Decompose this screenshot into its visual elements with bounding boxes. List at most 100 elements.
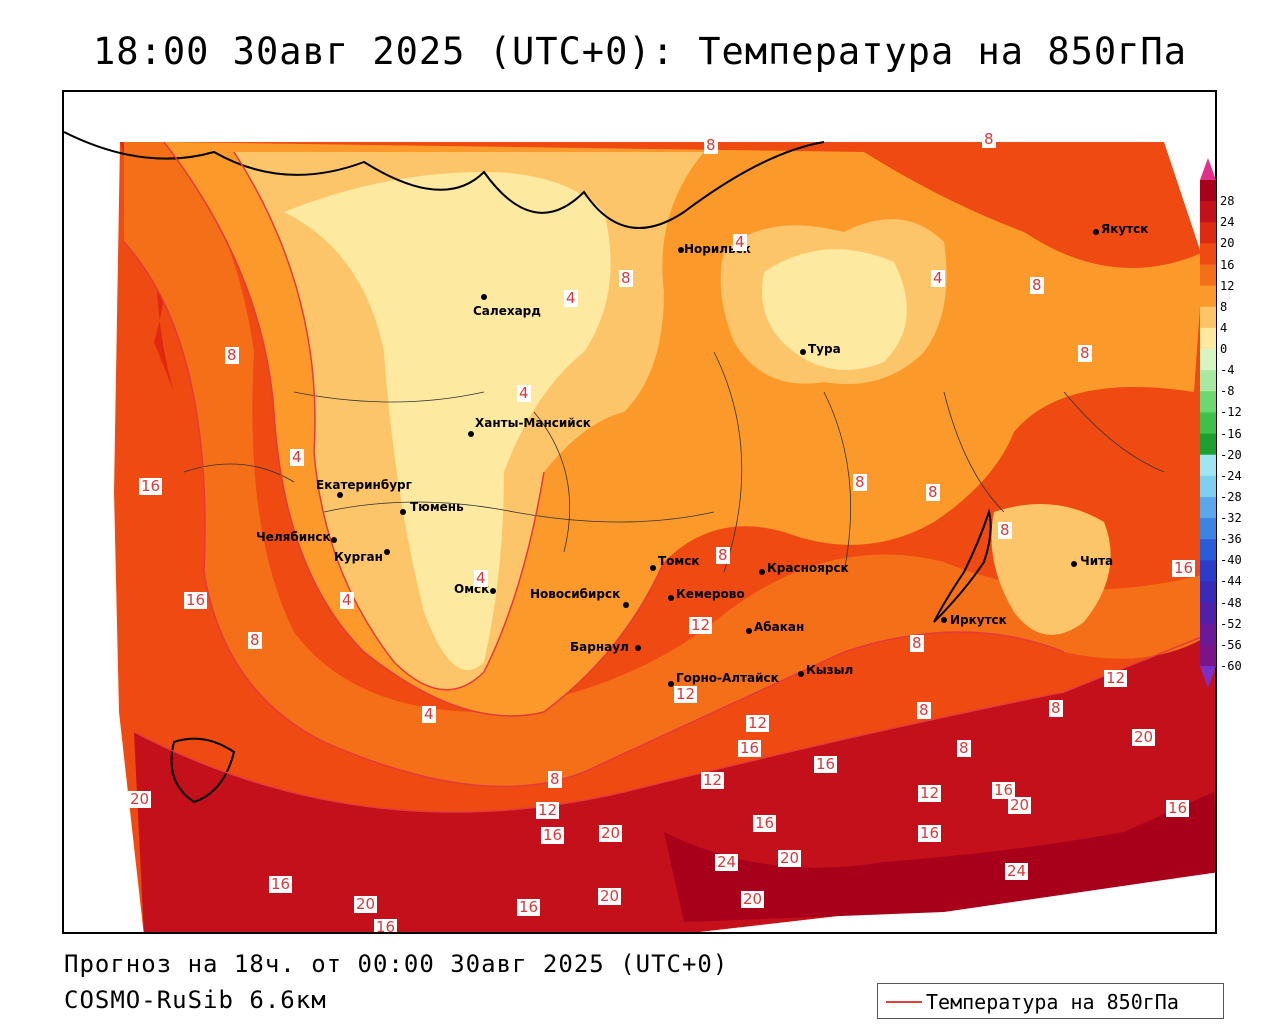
city-dot xyxy=(481,294,487,300)
contour-label: 4 xyxy=(290,448,304,466)
city-dot xyxy=(400,509,406,515)
contour-label: 4 xyxy=(517,384,531,402)
city-label: Иркутск xyxy=(950,613,1007,627)
colorbar-tick-label: 4 xyxy=(1220,320,1228,335)
contour-line xyxy=(163,141,665,717)
city-dot xyxy=(678,247,684,253)
colorbar-tick-label: 12 xyxy=(1220,278,1235,293)
city-dot xyxy=(941,617,947,623)
colorbar-tick-label: 20 xyxy=(1220,236,1235,251)
city-dot xyxy=(746,628,752,634)
contour-label: 16 xyxy=(374,918,398,934)
colorbar-swatch xyxy=(1200,222,1216,244)
band-12 xyxy=(124,142,1214,787)
city-dot xyxy=(1093,229,1099,235)
city-dot xyxy=(668,681,674,687)
city-label: Тура xyxy=(808,342,841,356)
contour-label: 4 xyxy=(474,569,488,587)
colorbar-tick-label: 24 xyxy=(1220,215,1235,230)
contour-label: 8 xyxy=(957,739,971,757)
contour-label: 12 xyxy=(1104,669,1128,687)
contour-line xyxy=(123,241,1065,788)
contour-label: 4 xyxy=(733,233,747,251)
colorbar-swatch xyxy=(1200,285,1216,308)
legend-label: Температура на 850гПа xyxy=(926,990,1179,1014)
colorbar-tick-label: -16 xyxy=(1220,426,1242,441)
colorbar-tick-label: -40 xyxy=(1220,553,1242,568)
contour-label: 8 xyxy=(926,483,940,501)
contour-label: 4 xyxy=(564,289,578,307)
city-label: Чита xyxy=(1080,554,1114,568)
colorbar-swatch xyxy=(1200,370,1216,392)
contour-label: 8 xyxy=(225,346,239,364)
city-dot xyxy=(798,671,804,677)
city-label: Екатеринбург xyxy=(316,478,412,492)
colorbar-swatch xyxy=(1200,454,1216,477)
contour-label: 4 xyxy=(931,269,945,287)
colorbar-swatch xyxy=(1200,518,1216,540)
city-dot xyxy=(331,537,337,543)
city-dot xyxy=(1071,561,1077,567)
colorbar-swatch xyxy=(1200,243,1216,266)
city-label: Якутск xyxy=(1101,222,1149,236)
colorbar-swatch xyxy=(1200,602,1216,625)
colorbar-tick-label: -28 xyxy=(1220,489,1242,504)
colorbar-tick-label: -24 xyxy=(1220,468,1242,483)
contour-label: 16 xyxy=(738,739,762,757)
band-0 xyxy=(284,172,611,671)
contour-label: 16 xyxy=(139,477,163,495)
colorbar-swatch xyxy=(1200,306,1216,329)
colorbar-swatch xyxy=(1200,644,1216,667)
contour-label: 12 xyxy=(918,784,942,802)
colorbar-tick-label: -48 xyxy=(1220,595,1242,610)
contour-label: 20 xyxy=(778,849,802,867)
contour-label: 8 xyxy=(548,770,562,788)
colorbar-swatch xyxy=(1200,539,1216,561)
contour-label: 16 xyxy=(1166,799,1190,817)
contour-label: 8 xyxy=(1078,344,1092,362)
city-label: Кемерово xyxy=(676,587,745,601)
city-dot xyxy=(384,549,390,555)
contour-label: 24 xyxy=(1005,862,1029,880)
city-label: Курган xyxy=(334,550,383,564)
colorbar-swatch xyxy=(1200,433,1216,456)
band-4-chita xyxy=(991,504,1111,635)
city-label: Новосибирск xyxy=(530,587,621,601)
contour-label: 16 xyxy=(814,755,838,773)
colorbar-tick-label: -4 xyxy=(1220,363,1235,378)
city-label: Челябинск xyxy=(256,530,331,544)
colorbar-tick-label: 28 xyxy=(1220,194,1235,209)
city-label: Горно-Алтайск xyxy=(676,671,779,685)
legend-line xyxy=(886,1001,922,1003)
city-dot xyxy=(337,492,343,498)
colorbar-tick-label: -44 xyxy=(1220,574,1242,589)
colorbar-swatch xyxy=(1200,201,1216,223)
contour-label: 16 xyxy=(753,814,777,832)
contour-label: 16 xyxy=(992,781,1016,799)
city-dot xyxy=(668,595,674,601)
city-label: Красноярск xyxy=(767,561,849,575)
colorbar-swatch xyxy=(1200,475,1216,498)
contour-label: 12 xyxy=(746,714,770,732)
colorbar-tick-label: 8 xyxy=(1220,299,1228,314)
contour-label: 16 xyxy=(541,826,565,844)
forecast-info: Прогноз на 18ч. от 00:00 30авг 2025 (UTC… xyxy=(64,950,729,978)
colorbar-tick-label: -8 xyxy=(1220,384,1235,399)
contour-label: 8 xyxy=(998,521,1012,539)
colorbar-swatch xyxy=(1200,327,1216,350)
contour-label: 8 xyxy=(704,136,718,154)
city-label: Кызыл xyxy=(806,663,854,677)
coastline xyxy=(64,131,825,229)
city-dot xyxy=(635,645,641,651)
chart-title: 18:00 30авг 2025 (UTC+0): Температура на… xyxy=(93,30,1187,73)
contour-label: 20 xyxy=(741,890,765,908)
colorbar-swatch xyxy=(1200,560,1216,582)
colorbar-swatch xyxy=(1200,412,1216,435)
contour-label: 20 xyxy=(354,895,378,913)
colorbar xyxy=(1200,158,1216,688)
city-dot xyxy=(759,569,765,575)
city-dot xyxy=(800,349,806,355)
legend: Температура на 850гПа xyxy=(877,983,1224,1019)
contour-label: 12 xyxy=(536,801,560,819)
temperature-map: Норильск Якутск Салехард Тура Ханты-Манс… xyxy=(62,90,1217,934)
